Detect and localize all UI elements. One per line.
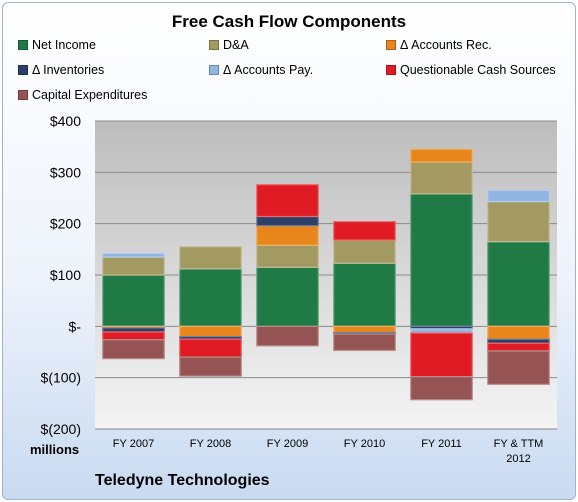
y-tick-label: $(100) <box>41 370 81 386</box>
legend-label: Net Income <box>32 38 96 52</box>
legend-swatch <box>18 65 28 75</box>
legend-swatch <box>18 40 28 50</box>
bar-segment <box>179 338 242 358</box>
y-tick-label: $- <box>69 318 82 334</box>
bar-segment <box>102 339 165 360</box>
legend-item: Δ Inventories <box>18 63 104 77</box>
bar-segment <box>102 252 165 258</box>
legend-label: Δ Inventories <box>32 63 105 77</box>
legend-swatch <box>386 65 396 75</box>
bar-segment <box>256 184 319 218</box>
bar-segment <box>102 256 165 276</box>
x-tick-label: FY 2007 <box>113 438 154 450</box>
bar-segment <box>410 161 473 195</box>
bar-segment <box>102 331 165 341</box>
bar-segment <box>487 189 550 203</box>
chart-title: Free Cash Flow Components <box>171 12 407 31</box>
legend-item: Net Income <box>18 38 96 52</box>
y-tick-label: $300 <box>50 164 81 180</box>
bar-segment <box>487 325 550 340</box>
legend-label: Δ Accounts Rec. <box>400 38 492 52</box>
bar-segment <box>179 325 242 338</box>
bar-segment <box>333 333 396 352</box>
legend-item: D&A <box>209 38 249 52</box>
x-tick-label: FY 2008 <box>190 438 231 450</box>
bar-segment <box>179 268 242 327</box>
x-tick-label: FY 2010 <box>344 438 385 450</box>
legend-item: Capital Expenditures <box>18 88 147 102</box>
legend-label: Δ Accounts Pay. <box>223 63 314 77</box>
bar-segment <box>410 376 473 401</box>
y-tick-label: $100 <box>50 267 81 283</box>
y-tick-label: $400 <box>50 113 81 129</box>
bar-segment <box>333 262 396 327</box>
bar-segment <box>256 266 319 327</box>
bar-segment <box>410 148 473 163</box>
legend-label: Capital Expenditures <box>32 88 148 102</box>
bar-segment <box>333 325 396 334</box>
legend-swatch <box>209 65 219 75</box>
legend-label: D&A <box>223 38 249 52</box>
company-name: Teledyne Technologies <box>95 472 270 489</box>
bar-segment <box>256 244 319 268</box>
y-tick-label: $200 <box>50 216 81 232</box>
bar-segment <box>179 246 242 270</box>
bar-segment <box>410 332 473 378</box>
bar-segment <box>410 193 473 327</box>
legend-item: Δ Accounts Rec. <box>386 38 492 52</box>
legend-swatch <box>386 40 396 50</box>
legend-swatch <box>209 40 219 50</box>
bar-segment <box>256 325 319 347</box>
bar-segment <box>487 241 550 327</box>
legend-item: Δ Accounts Pay. <box>209 63 313 77</box>
bar-segment <box>256 215 319 227</box>
bar-segment <box>256 225 319 246</box>
bar-segment <box>487 350 550 385</box>
legend-label: Questionable Cash Sources <box>400 63 556 77</box>
legend-swatch <box>18 90 28 100</box>
bar-segment <box>179 356 242 377</box>
bar-segment <box>102 327 165 333</box>
bar-segment <box>487 338 550 344</box>
x-tick-label: 2012 <box>506 453 530 465</box>
bar-segment <box>487 200 550 243</box>
bar-segment <box>410 328 473 334</box>
x-tick-label: FY 2009 <box>267 438 308 450</box>
units-label: millions <box>30 442 80 457</box>
y-tick-label: $(200) <box>41 421 81 437</box>
bar-segment <box>487 342 550 352</box>
x-tick-label: FY & TTM <box>494 438 544 450</box>
legend-item: Questionable Cash Sources <box>386 63 556 77</box>
bar-segment <box>102 274 165 327</box>
x-tick-label: FY 2011 <box>421 438 462 450</box>
bar-segment <box>333 239 396 264</box>
bar-segment <box>333 221 396 241</box>
